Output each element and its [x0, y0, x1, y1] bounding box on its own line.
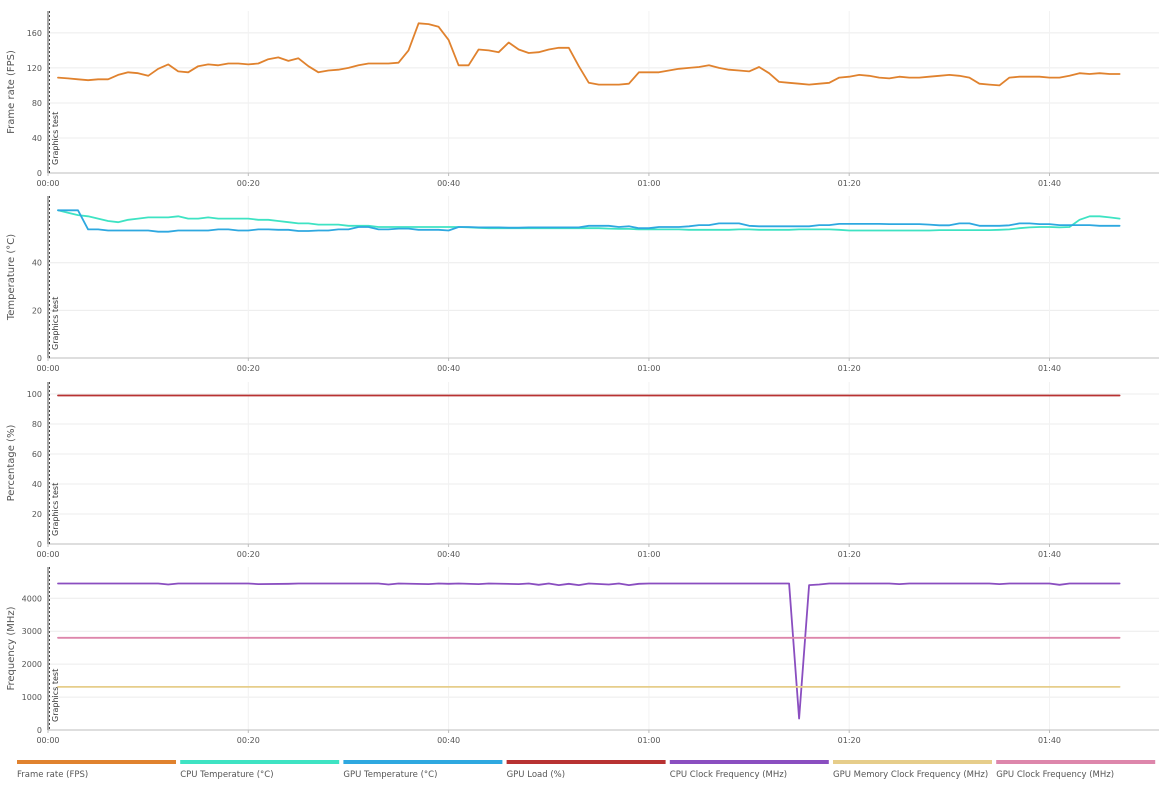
legend-item-cpu-clock-frequency-mhz: CPU Clock Frequency (MHz)	[670, 760, 829, 780]
x-tick-label: 01:00	[637, 179, 660, 188]
y-tick-label: 0	[37, 354, 42, 363]
y-tick-label: 20	[32, 510, 42, 519]
test-marker-label: Graphics test	[51, 112, 60, 165]
chart-panel-3: 0 20 40 60 80 100 00:00 00:20 00:40 01:00 01:20 01:…	[6, 382, 1159, 559]
x-tick-label: 00:00	[36, 550, 59, 559]
legend-swatch	[17, 760, 176, 764]
x-tick-label: 01:00	[637, 364, 660, 373]
x-tick-label: 01:20	[838, 364, 861, 373]
legend-swatch	[996, 760, 1155, 764]
y-tick-label: 2000	[22, 660, 42, 669]
legend-label: Frame rate (FPS)	[17, 770, 88, 780]
x-tick-label: 01:20	[838, 179, 861, 188]
x-tick-label: 01:40	[1038, 364, 1061, 373]
x-tick-label: 00:20	[237, 736, 260, 745]
legend-label: GPU Temperature (°C)	[343, 770, 437, 780]
test-marker-label: Graphics test	[51, 483, 60, 536]
x-tick-label: 00:40	[437, 736, 460, 745]
y-axis-label: Percentage (%)	[6, 425, 17, 502]
y-tick-label: 40	[32, 480, 42, 489]
x-tick-label: 00:00	[36, 179, 59, 188]
legend-swatch	[670, 760, 829, 764]
y-tick-label: 1000	[22, 693, 42, 702]
y-axis-label: Temperature (°C)	[6, 234, 17, 321]
legend-item-cpu-temperature-c: CPU Temperature (°C)	[180, 760, 339, 780]
x-tick-label: 00:20	[237, 364, 260, 373]
legend-label: GPU Load (%)	[507, 770, 565, 780]
y-tick-label: 20	[32, 306, 42, 315]
y-tick-label: 160	[27, 29, 42, 38]
x-tick-label: 00:40	[437, 550, 460, 559]
x-tick-label: 00:00	[36, 736, 59, 745]
y-tick-label: 0	[37, 169, 42, 178]
x-tick-label: 00:40	[437, 179, 460, 188]
series-line-cpu-clock-frequency-mhz	[58, 584, 1120, 719]
legend-label: CPU Temperature (°C)	[180, 770, 273, 780]
legend-item-frame-rate-fps: Frame rate (FPS)	[17, 760, 176, 780]
chart-panel-2: 0 20 40 00:00 00:20 00:40 01:00 01:20 01:40 Graph…	[6, 196, 1159, 373]
x-tick-label: 01:40	[1038, 179, 1061, 188]
legend-label: GPU Clock Frequency (MHz)	[996, 770, 1114, 780]
y-tick-label: 0	[37, 540, 42, 549]
chart-panel-1: 0 40 80 120 160 00:00 00:20 00:40 01:00 01:20 01:4…	[6, 11, 1159, 188]
legend-item-gpu-temperature-c: GPU Temperature (°C)	[343, 760, 502, 780]
x-tick-label: 00:00	[36, 364, 59, 373]
x-tick-label: 01:40	[1038, 550, 1061, 559]
x-tick-label: 00:40	[437, 364, 460, 373]
y-axis-label: Frame rate (FPS)	[6, 50, 17, 134]
y-axis-label: Frequency (MHz)	[6, 606, 17, 690]
y-tick-label: 4000	[22, 594, 42, 603]
x-tick-label: 00:20	[237, 179, 260, 188]
test-marker-label: Graphics test	[51, 669, 60, 722]
series-line-cpu-temperature-c	[58, 210, 1120, 230]
y-tick-label: 80	[32, 99, 42, 108]
y-tick-label: 3000	[22, 627, 42, 636]
y-tick-label: 0	[37, 726, 42, 735]
legend-swatch	[180, 760, 339, 764]
x-tick-label: 01:20	[838, 550, 861, 559]
y-tick-label: 80	[32, 420, 42, 429]
legend-item-gpu-load: GPU Load (%)	[507, 760, 666, 780]
legend-item-gpu-memory-clock-frequency-mhz: GPU Memory Clock Frequency (MHz)	[833, 760, 992, 780]
x-tick-label: 01:00	[637, 550, 660, 559]
y-tick-label: 60	[32, 450, 42, 459]
x-tick-label: 00:20	[237, 550, 260, 559]
legend-swatch	[343, 760, 502, 764]
legend-item-gpu-clock-frequency-mhz: GPU Clock Frequency (MHz)	[996, 760, 1155, 780]
legend-swatch	[833, 760, 992, 764]
x-tick-label: 01:20	[838, 736, 861, 745]
legend-label: GPU Memory Clock Frequency (MHz)	[833, 770, 988, 780]
y-tick-label: 120	[27, 64, 42, 73]
legend-swatch	[507, 760, 666, 764]
test-marker-label: Graphics test	[51, 297, 60, 350]
chart-panel-4: 0 1000 2000 3000 4000 00:00 00:20 00:40 01:00 01:…	[6, 567, 1159, 745]
y-tick-label: 100	[27, 390, 42, 399]
legend: Frame rate (FPS) CPU Temperature (°C) GPU …	[17, 760, 1155, 780]
legend-label: CPU Clock Frequency (MHz)	[670, 770, 787, 780]
x-tick-label: 01:40	[1038, 736, 1061, 745]
x-tick-label: 01:00	[637, 736, 660, 745]
y-tick-label: 40	[32, 259, 42, 268]
y-tick-label: 40	[32, 134, 42, 143]
